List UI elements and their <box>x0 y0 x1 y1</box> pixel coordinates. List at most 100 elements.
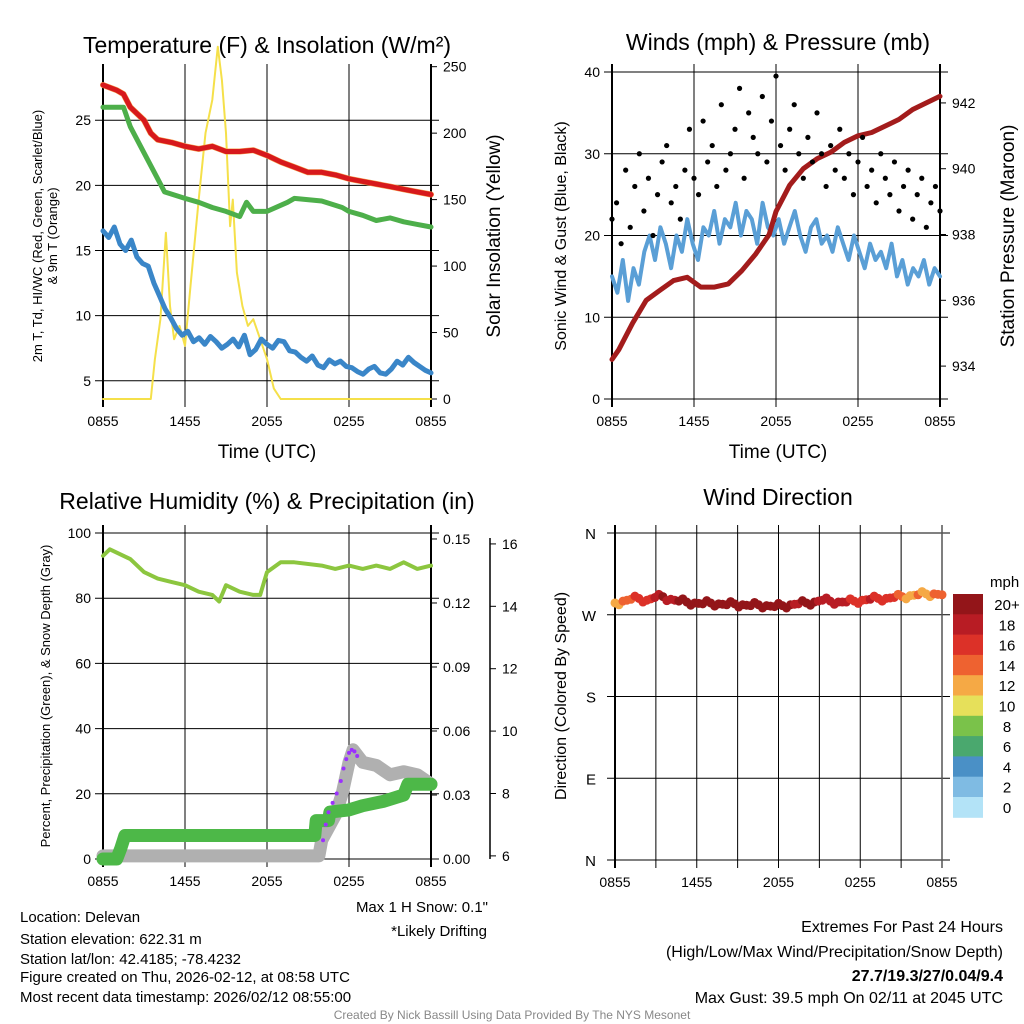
gust-point <box>800 175 806 181</box>
gust-point <box>837 126 843 132</box>
plot-area-2: 0855 1455 2055 0255 0855 0 20 40 60 80 100 0.00 0.03… <box>68 525 518 889</box>
gust-point <box>764 159 770 165</box>
colorbar-swatch <box>953 675 983 696</box>
snow-tick-label: 12 <box>502 661 518 677</box>
gust-point <box>828 142 834 149</box>
wind-ylabel: Sonic Wind & Gust (Blue, Black) <box>553 121 570 350</box>
x-tick-label: 0855 <box>596 413 627 429</box>
gust-point <box>700 118 706 124</box>
x-tick-label: 0855 <box>924 413 955 429</box>
gust-point <box>736 85 743 91</box>
y-right-tick-label: 940 <box>952 161 976 177</box>
y-right-tick-label: 50 <box>443 325 459 341</box>
temp-chart-title: Temperature (F) & Insolation (W/m²) <box>83 32 451 58</box>
gust-point <box>636 151 642 157</box>
plot-area-0: 0855 1455 2055 0255 085551015202505010015020… <box>75 45 467 429</box>
solar-insolation-line <box>102 45 432 400</box>
y-right-tick-label: 942 <box>952 95 976 111</box>
extremes-values: 27.7/19.3/27/0.04/9.4 <box>852 968 1003 985</box>
x-tick-label: 0855 <box>87 873 118 889</box>
gust-point <box>641 208 647 214</box>
x-tick-label: 2055 <box>760 413 791 429</box>
gust-point <box>677 216 683 222</box>
drifting-point <box>334 791 339 796</box>
precip-tick-label: 0.09 <box>443 659 470 675</box>
gust-point <box>777 142 784 149</box>
info-location: Location: Delevan <box>20 909 140 926</box>
x-tick-label: 2055 <box>251 873 282 889</box>
gust-point <box>705 159 711 165</box>
gust-point <box>782 167 788 173</box>
x-tick-label: 2055 <box>763 874 794 890</box>
y-tick-label: 100 <box>68 525 92 541</box>
colorbar-swatch <box>953 715 983 737</box>
gust-point <box>618 241 624 247</box>
gust-point <box>741 175 747 181</box>
snow-tick-label: 8 <box>502 785 510 801</box>
x-tick-label: 1455 <box>681 874 712 890</box>
gust-point <box>664 142 670 149</box>
gust-point <box>869 167 875 173</box>
snow-tick-label: 14 <box>502 598 518 614</box>
max-hourly-snow-note: Max 1 H Snow: 0.1" <box>356 899 488 916</box>
colorbar-swatch <box>953 614 983 636</box>
gust-point <box>613 200 620 206</box>
gust-point <box>668 200 674 206</box>
colorbar-swatch <box>953 756 983 778</box>
gust-point <box>659 159 665 165</box>
gust-point <box>759 93 765 100</box>
extremes-subtitle: (High/Low/Max Wind/Precipitation/Snow De… <box>666 944 1003 961</box>
gust-point <box>864 183 870 190</box>
x-tick-label: 0855 <box>415 413 446 429</box>
gust-point <box>673 183 679 190</box>
x-tick-label: 1455 <box>169 873 200 889</box>
colorbar-swatch <box>953 736 983 757</box>
gust-point <box>882 175 888 181</box>
y-tick-label: S <box>586 690 596 707</box>
y-right-tick-label: 250 <box>443 59 467 75</box>
y-tick-label: 15 <box>75 242 91 258</box>
y-tick-label: W <box>582 608 597 625</box>
gust-point <box>878 151 884 157</box>
colorbar-label: 20+ <box>994 597 1020 614</box>
colorbar-label: 6 <box>1003 739 1011 756</box>
gust-point <box>682 167 688 173</box>
extremes-title: Extremes For Past 24 Hours <box>801 919 1003 936</box>
wind-ylabel-right: Station Pressure (Maroon) <box>998 125 1019 348</box>
y-tick-label: 80 <box>75 590 91 606</box>
y-tick-label: 25 <box>75 112 91 128</box>
gust-point <box>850 192 857 198</box>
drifting-point <box>330 800 335 805</box>
credit-line: Created By Nick Bassill Using Data Provi… <box>334 1008 691 1022</box>
x-tick-label: 0255 <box>333 413 364 429</box>
y-right-tick-label: 100 <box>443 258 467 274</box>
gust-point <box>709 142 715 149</box>
y-tick-label: 20 <box>584 228 600 244</box>
wind-direction-point <box>937 590 947 600</box>
y-tick-label: 10 <box>75 308 91 324</box>
gust-point <box>750 134 756 140</box>
gust-point <box>814 110 820 116</box>
info-elevation: Station elevation: 622.31 m <box>20 931 202 948</box>
colorbar-label: 14 <box>999 658 1016 675</box>
drifting-point <box>347 750 351 755</box>
precip-tick-label: 0.00 <box>443 851 470 867</box>
precip-tick-label: 0.03 <box>443 787 470 803</box>
gust-point <box>791 102 797 108</box>
x-tick-label: 0255 <box>333 873 364 889</box>
x-tick-label: 0855 <box>415 873 446 889</box>
drifting-point <box>323 822 328 827</box>
dewpoint-line <box>100 104 434 230</box>
drifting-point <box>352 749 357 754</box>
gust-point <box>787 126 793 132</box>
colorbar-label: 4 <box>1003 759 1011 776</box>
winddir-ylabel: Direction (Colored By Speed) <box>553 592 570 800</box>
gust-point <box>818 151 825 157</box>
colorbar-swatch <box>953 634 983 656</box>
gust-point <box>873 200 879 206</box>
y-right-tick-label: 0 <box>443 391 451 407</box>
gust-point <box>723 167 729 173</box>
temp-ylabel-line2: & 9m T (Orange) <box>45 187 60 284</box>
colorbar-swatch <box>953 594 983 615</box>
gust-point <box>923 224 929 230</box>
